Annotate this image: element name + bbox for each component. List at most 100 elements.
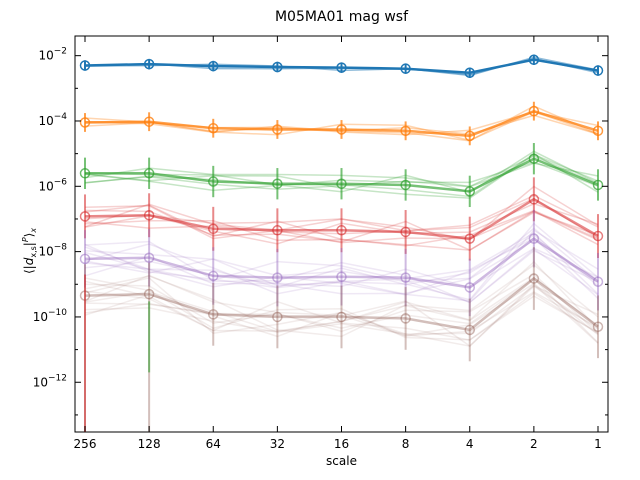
data-point <box>79 60 91 71</box>
series-4 <box>79 177 604 261</box>
data-point <box>272 178 283 189</box>
series-layer <box>79 54 604 432</box>
series-6-realization <box>84 263 599 338</box>
data-point <box>208 122 219 134</box>
data-point <box>143 288 155 300</box>
y-tick-label: 10−6 <box>38 177 67 193</box>
series-6-realization <box>84 277 599 344</box>
series-6-realization <box>84 280 599 341</box>
data-point <box>528 273 540 284</box>
data-point <box>336 62 347 73</box>
series-6-realization <box>84 277 599 337</box>
data-point <box>143 209 155 221</box>
x-tick-label: 64 <box>206 437 221 451</box>
data-point <box>464 130 475 142</box>
data-point <box>208 176 219 187</box>
x-tick-label: 8 <box>402 437 410 451</box>
data-point <box>464 233 475 244</box>
data-point <box>208 309 219 320</box>
data-point <box>79 211 91 222</box>
data-point <box>400 313 411 324</box>
x-tick-label: 16 <box>334 437 349 451</box>
data-point <box>336 178 347 189</box>
series-5-realization <box>84 239 599 295</box>
y-tick-label: 10−10 <box>33 308 68 324</box>
data-point <box>400 179 411 191</box>
data-point <box>592 179 604 191</box>
data-point <box>400 125 411 137</box>
svg-text:⟨|dx,s|P⟩x: ⟨|dx,s|P⟩x <box>21 228 38 274</box>
data-point <box>79 168 91 179</box>
chart-title: M05MA01 mag wsf <box>275 9 409 25</box>
data-point <box>528 54 540 65</box>
series-6 <box>79 247 604 432</box>
data-point <box>336 311 347 323</box>
data-point <box>208 223 219 235</box>
y-tick-label: 10−2 <box>38 47 67 63</box>
series-2 <box>79 101 604 146</box>
data-point <box>143 116 155 127</box>
data-point <box>592 125 604 137</box>
data-point <box>464 324 475 336</box>
data-point <box>272 225 283 236</box>
series-6-realization <box>84 274 599 337</box>
series-6-realization <box>84 285 599 347</box>
y-tick-label: 10−8 <box>38 243 67 259</box>
data-point <box>336 124 347 135</box>
x-axis-label: scale <box>326 454 357 468</box>
series-6-realization <box>84 277 599 341</box>
data-point <box>400 272 411 283</box>
data-point <box>464 186 475 197</box>
x-tick-label: 128 <box>138 437 161 451</box>
data-point <box>143 252 155 263</box>
data-point <box>143 58 155 70</box>
data-point <box>79 117 91 128</box>
data-point <box>592 321 604 333</box>
data-point <box>464 282 475 293</box>
series-5-realization <box>84 234 599 288</box>
y-axis-label: ⟨|dx,s|P⟩x <box>21 228 38 274</box>
data-point <box>79 253 91 265</box>
data-point <box>208 60 219 72</box>
series-5-line <box>84 237 599 289</box>
x-axis: 256 128 64 32 16 8 4 2 1 <box>74 36 602 451</box>
data-point <box>272 311 283 323</box>
series-6-line <box>84 276 599 332</box>
series-5-realization <box>84 246 599 304</box>
x-tick-label: 1 <box>594 437 602 451</box>
data-point <box>528 233 540 244</box>
data-point <box>400 63 411 74</box>
y-tick-label: 10−4 <box>38 112 67 128</box>
series-3 <box>79 143 604 208</box>
data-point <box>592 230 604 242</box>
series-5-realization <box>84 240 599 304</box>
x-tick-label: 32 <box>270 437 285 451</box>
series-6-realization <box>84 273 599 334</box>
data-point <box>400 226 411 238</box>
series-6-realization <box>84 260 599 332</box>
data-point <box>143 168 155 179</box>
data-point <box>592 276 604 287</box>
data-point <box>528 105 540 117</box>
series-6-realization <box>84 285 599 335</box>
data-point <box>336 271 347 283</box>
x-tick-label: 2 <box>530 437 538 451</box>
series-6-realization <box>84 276 599 333</box>
series-1 <box>79 54 604 78</box>
data-point <box>528 194 540 205</box>
data-point <box>272 124 283 135</box>
series-5-realization <box>84 247 599 289</box>
data-point <box>592 65 604 76</box>
y-axis: 10−2 10−4 10−6 10−8 10−10 10−12 <box>33 47 608 416</box>
data-point <box>464 67 475 78</box>
data-point <box>528 153 540 164</box>
series-5 <box>79 209 604 317</box>
data-point <box>208 270 219 282</box>
series-5-realization <box>84 227 599 283</box>
data-point <box>336 225 347 236</box>
x-tick-label: 4 <box>466 437 474 451</box>
x-tick-label: 256 <box>74 437 97 451</box>
data-point <box>272 272 283 283</box>
data-point <box>272 61 283 73</box>
